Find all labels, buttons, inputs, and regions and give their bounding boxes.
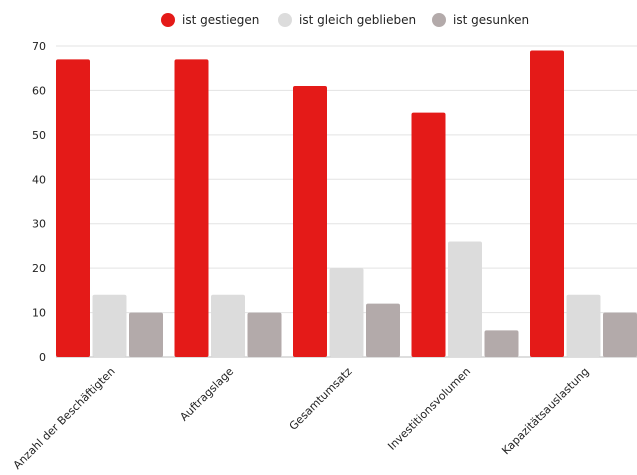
legend-item[interactable]: ist gestiegen bbox=[161, 13, 259, 27]
bar bbox=[211, 294, 245, 357]
bar bbox=[366, 303, 400, 357]
x-tick-label: Auftragslage bbox=[177, 365, 236, 424]
y-tick-label: 0 bbox=[39, 351, 46, 364]
y-tick-label: 60 bbox=[32, 84, 46, 97]
y-axis-ticks: 0 10 20 30 40 50 60 70 bbox=[32, 40, 46, 364]
x-tick-label: Investitionsvolumen bbox=[385, 365, 473, 453]
bar bbox=[293, 85, 327, 357]
legend-label: ist gesunken bbox=[453, 13, 529, 27]
bar bbox=[174, 59, 209, 357]
y-tick-label: 20 bbox=[32, 262, 46, 275]
bar bbox=[566, 294, 601, 357]
legend-swatch bbox=[161, 13, 175, 27]
bar bbox=[484, 330, 519, 357]
bar bbox=[448, 241, 482, 357]
y-tick-label: 10 bbox=[32, 307, 46, 320]
legend-label: ist gleich geblieben bbox=[299, 13, 416, 27]
y-tick-label: 30 bbox=[32, 218, 46, 231]
bar bbox=[411, 112, 446, 358]
bar bbox=[530, 50, 564, 357]
bar bbox=[92, 294, 127, 357]
legend-label: ist gestiegen bbox=[182, 13, 259, 27]
bar bbox=[603, 312, 637, 357]
bars bbox=[56, 50, 637, 358]
x-axis-labels: Anzahl der Beschäftigten Auftragslage Gesa… bbox=[11, 365, 592, 472]
y-tick-label: 70 bbox=[32, 40, 46, 53]
legend: ist gestiegen ist gleich geblieben ist ges… bbox=[161, 13, 529, 27]
x-tick-label: Anzahl der Beschäftigten bbox=[11, 365, 118, 471]
bar bbox=[247, 312, 282, 357]
bar bbox=[129, 312, 163, 357]
y-tick-label: 50 bbox=[32, 129, 46, 142]
legend-swatch bbox=[278, 13, 292, 27]
bar bbox=[56, 59, 90, 357]
x-tick-label: Gesamtumsatz bbox=[287, 365, 355, 433]
bar bbox=[329, 268, 364, 357]
y-tick-label: 40 bbox=[32, 173, 46, 186]
legend-item[interactable]: ist gesunken bbox=[432, 13, 529, 27]
legend-swatch bbox=[432, 13, 446, 27]
x-tick-label: Kapazitätsauslastung bbox=[499, 365, 591, 457]
legend-item[interactable]: ist gleich geblieben bbox=[278, 13, 416, 27]
